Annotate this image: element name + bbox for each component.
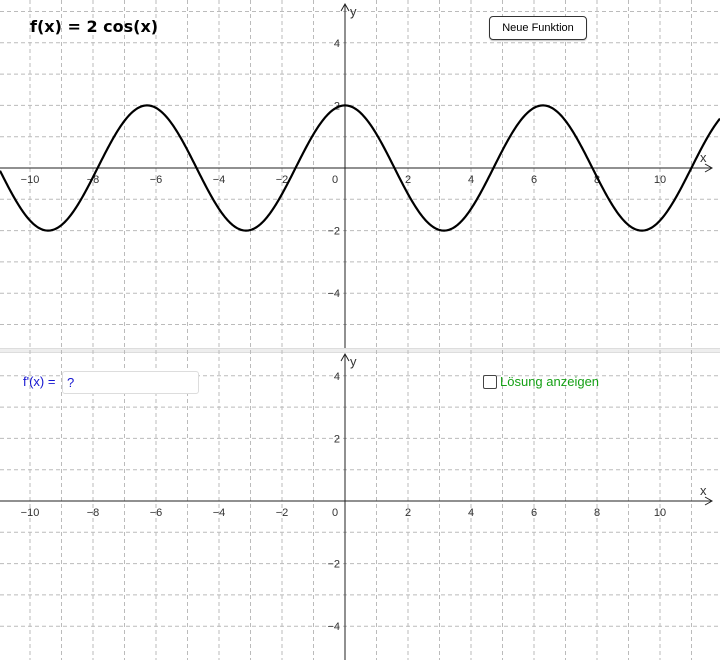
x-tick-label: −6 — [150, 174, 163, 186]
y-axis-label: y — [350, 354, 357, 369]
x-tick-label: 2 — [405, 174, 411, 186]
x-tick-label: 10 — [654, 507, 666, 519]
x-tick-label: −4 — [213, 174, 226, 186]
y-tick-label: 4 — [334, 371, 340, 383]
x-tick-label: 4 — [468, 507, 474, 519]
y-axis-label: y — [350, 4, 357, 19]
new-function-button[interactable]: Neue Funktion — [489, 16, 587, 40]
derivative-graph-panel[interactable]: x y −10 −8 −6 −4 −2 0 2 4 6 8 10 4 2 −2 −4 — [0, 350, 720, 660]
x-tick-label: −10 — [21, 507, 40, 519]
show-solution-checkbox[interactable] — [483, 374, 497, 389]
x-tick-label: 6 — [531, 174, 537, 186]
function-curve — [0, 104, 720, 232]
x-tick-label: −6 — [150, 507, 163, 519]
y-tick-label: 2 — [334, 433, 340, 445]
x-tick-label: 10 — [654, 174, 666, 186]
derivative-label: f'(x) = — [23, 374, 56, 389]
y-tick-label: −4 — [327, 288, 340, 300]
x-axis-label: x — [700, 483, 707, 498]
show-solution-toggle[interactable]: Lösung anzeigen — [483, 374, 599, 389]
x-tick-label: −2 — [276, 507, 289, 519]
x-axis-label: x — [700, 150, 707, 165]
x-tick-label: −10 — [21, 174, 40, 186]
x-tick-label: 4 — [468, 174, 474, 186]
panel-divider[interactable] — [0, 348, 720, 353]
show-solution-label: Lösung anzeigen — [500, 374, 600, 389]
x-tick-label: 0 — [332, 507, 338, 519]
x-tick-label: 0 — [332, 174, 338, 186]
x-tick-label: −2 — [276, 174, 289, 186]
y-tick-label: −2 — [327, 559, 340, 571]
x-tick-label: 2 — [405, 507, 411, 519]
y-axis-arrow — [340, 2, 350, 12]
y-tick-label: −4 — [327, 621, 340, 633]
x-tick-label: 8 — [594, 507, 600, 519]
x-axis-arrow — [704, 163, 714, 173]
x-tick-label: 8 — [594, 174, 600, 186]
x-tick-label: −8 — [87, 507, 100, 519]
x-tick-label: −4 — [213, 507, 226, 519]
x-tick-label: 6 — [531, 507, 537, 519]
x-axis-arrow — [704, 496, 714, 506]
y-tick-label: −2 — [327, 226, 340, 238]
function-title: f(x) = 2 cos(x) — [30, 17, 159, 36]
y-tick-label: 4 — [334, 38, 340, 50]
derivative-input[interactable] — [62, 371, 199, 394]
y-axis-arrow — [340, 352, 350, 362]
